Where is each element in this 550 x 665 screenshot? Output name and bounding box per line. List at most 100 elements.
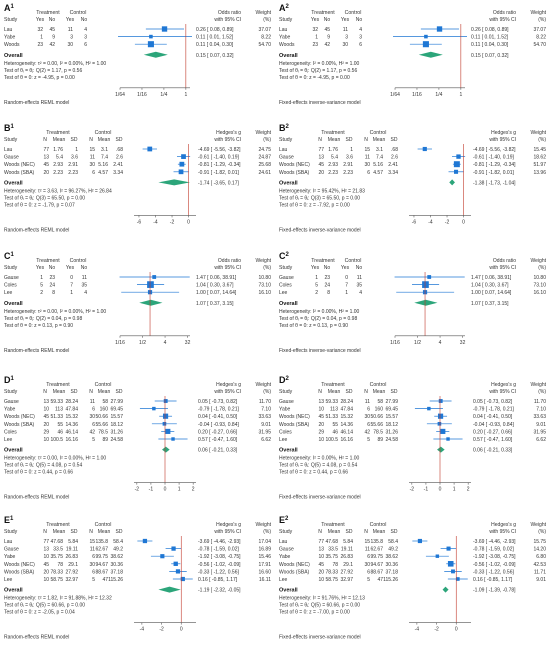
col-subheader: No — [324, 17, 331, 23]
study-estimate-marker — [152, 275, 157, 279]
col-header-ci: with 95% CI — [489, 137, 516, 143]
col-header-treatment: Treatment — [321, 382, 345, 388]
study-cell: 47.68 — [325, 539, 338, 545]
overall-diamond — [437, 446, 445, 453]
study-ci-text: 1.00 [ 0.07, 14.64] — [196, 290, 237, 296]
study-weight: 9.01 — [261, 422, 271, 428]
study-cell: 30.36 — [385, 562, 398, 568]
col-header-weight-unit: (%) — [263, 137, 271, 143]
study-cell: 31.26 — [110, 429, 123, 435]
study-cell: 2.23 — [68, 170, 78, 176]
study-cell: 5 — [367, 577, 370, 583]
stat-line: Test of θ = 0: z = -4.95, p = 0.00 — [279, 75, 350, 81]
overall-label: Overall — [4, 588, 23, 594]
col-header-treatment: Treatment — [321, 130, 345, 136]
study-cell: 49.2 — [113, 547, 123, 553]
study-cell: 15.57 — [385, 414, 398, 420]
study-estimate-marker — [147, 41, 154, 48]
study-cell: 10 — [43, 407, 49, 413]
study-ci-text: -0.79 [ -1.78, 0.21] — [198, 407, 239, 413]
stat-line: Test of θ = 0: z = 0.44, p = 0.66 — [279, 470, 348, 476]
study-estimate-marker — [455, 577, 460, 581]
col-subheader: Yes — [341, 265, 350, 271]
study-name: Woods — [4, 42, 20, 48]
col-header-weight-unit: (%) — [263, 389, 271, 395]
x-tick-label: 1/2 — [139, 340, 146, 346]
study-cell: 38.62 — [110, 554, 123, 560]
study-cell: 78.33 — [325, 569, 338, 575]
study-name: Gause — [279, 547, 294, 553]
col-header-study: Study — [4, 265, 18, 271]
study-cell: 23 — [49, 275, 55, 281]
study-cell: 2.23 — [53, 170, 63, 176]
study-cell: 11 — [365, 155, 370, 161]
panel-label: D2 — [279, 375, 290, 385]
forest-plot-e1: E1 Treatment Control N Mean SD N Mean SD Study Hed… — [0, 512, 275, 662]
study-cell: 8 — [52, 290, 55, 296]
study-cell: 32 — [312, 27, 318, 33]
x-tick-label: 0 — [439, 487, 442, 493]
study-cell: 10 — [318, 577, 324, 583]
study-cell: 6 — [367, 422, 370, 428]
study-cell: 2.91 — [68, 162, 78, 168]
study-estimate-marker — [427, 406, 431, 411]
overall-label: Overall — [279, 448, 298, 454]
study-name: Gause — [279, 275, 294, 281]
study-ci-text: -0.33 [ -1.22, 0.56] — [473, 569, 514, 575]
col-header-weight-unit: (%) — [538, 17, 546, 23]
study-estimate-marker — [446, 437, 450, 441]
study-cell: 1 — [315, 35, 318, 41]
col-subheader: Mean — [53, 389, 66, 395]
study-ci-text: -0.56 [ -1.02, -0.09] — [198, 562, 241, 568]
study-weight: 14.20 — [533, 547, 546, 553]
stat-line: Heterogeneity: I² = 0.00%, H² = 1.00 — [279, 61, 360, 67]
study-cell: 62.67 — [95, 547, 108, 553]
x-tick-label: 1/64 — [390, 92, 400, 98]
study-cell: 45 — [318, 162, 324, 168]
study-ci-text: -0.78 [ -1.59, 0.02] — [473, 547, 514, 553]
col-header-ci: with 95% CI — [214, 529, 241, 535]
study-cell: 2.93 — [328, 162, 338, 168]
model-caption: Fixed-effects inverse-variance model — [279, 635, 361, 641]
study-weight: 24.75 — [258, 147, 271, 153]
col-subheader: Mean — [328, 137, 341, 143]
col-header-treatment: Treatment — [311, 258, 335, 264]
study-cell: 47.84 — [65, 407, 78, 413]
stat-line: Test of θᵢ = θⱼ: Q(2) = 0.04, p = 0.98 — [279, 316, 357, 322]
study-cell: 1.76 — [328, 147, 338, 153]
col-subheader: N — [318, 137, 322, 143]
col-header-weight: Weight — [531, 258, 547, 264]
study-cell: 3 — [359, 35, 362, 41]
panel-label: D1 — [4, 375, 15, 385]
study-cell: 31.26 — [385, 429, 398, 435]
study-cell: 15 — [89, 539, 95, 545]
col-subheader: SD — [116, 389, 123, 395]
study-cell: 42 — [364, 429, 370, 435]
study-ci-text: 0.26 [ 0.08, 0.89] — [471, 27, 509, 33]
x-tick-label: -1 — [424, 487, 429, 493]
col-header-measure: Odds ratio — [493, 10, 516, 16]
x-tick-label: -6 — [412, 219, 417, 225]
study-ci-text: 0.20 [ -0.27, 0.66] — [198, 429, 238, 435]
study-cell: 13 — [318, 155, 324, 161]
forest-plot-c1: C1 Treatment Control Yes No Yes No Study Odds ra… — [0, 248, 275, 370]
overall-diamond — [158, 586, 181, 593]
study-weight: 31.95 — [258, 429, 271, 435]
study-weight: 16.10 — [533, 290, 546, 296]
study-estimate-marker — [451, 569, 455, 574]
study-estimate-marker — [142, 538, 148, 544]
study-ci-text: 0.11 [ 0.01, 1.52] — [471, 35, 509, 41]
study-cell: 1 — [315, 275, 318, 281]
col-header-study: Study — [4, 137, 18, 143]
study-cell: 1 — [40, 35, 43, 41]
study-cell: 3 — [345, 35, 348, 41]
study-cell: 51.33 — [50, 414, 63, 420]
study-weight: 31.95 — [533, 429, 546, 435]
study-cell: 11 — [82, 275, 87, 281]
col-header-weight: Weight — [256, 130, 272, 136]
study-cell: 16.16 — [340, 437, 353, 443]
study-estimate-marker — [440, 428, 446, 434]
